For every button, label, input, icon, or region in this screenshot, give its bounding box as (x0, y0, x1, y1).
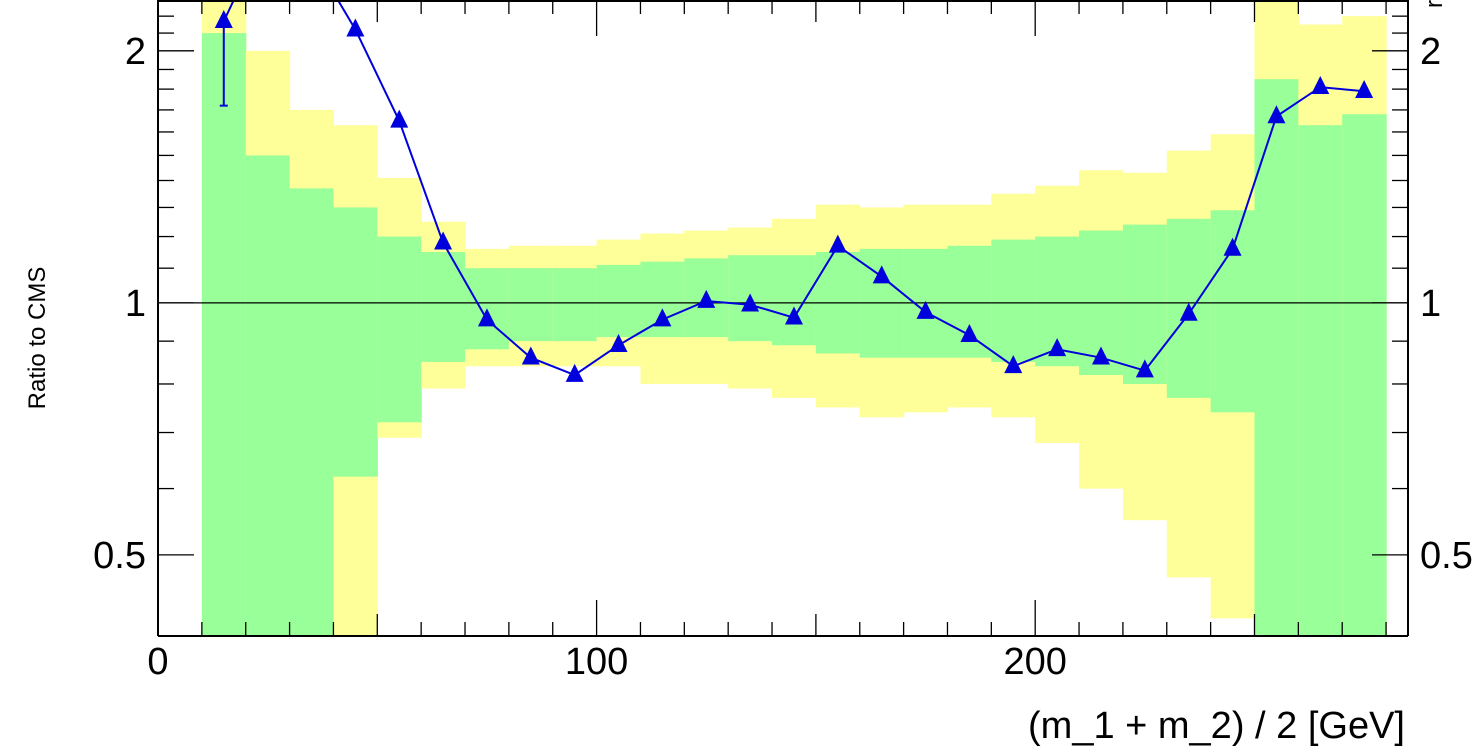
inner-band-bin (245, 155, 291, 636)
inner-band-bin (201, 33, 247, 636)
y-tick-label-left: 1 (125, 283, 146, 325)
data-point-marker (916, 300, 935, 319)
data-point-marker (346, 18, 365, 37)
y-tick-label-left: 0.5 (93, 535, 146, 577)
inner-band-bin (289, 188, 335, 636)
data-point-marker (1004, 355, 1023, 374)
inner-band-bin (552, 268, 598, 342)
data-point-marker (653, 308, 672, 327)
data-point-marker (609, 334, 628, 353)
right-axis-title-fragment: r (1421, 0, 1448, 8)
inner-band-bin (1298, 125, 1343, 636)
data-point-marker (828, 234, 847, 253)
x-axis-title: (m_1 + m_2) / 2 [GeV] (1028, 705, 1405, 747)
plot-frame (157, 0, 1409, 637)
data-point-marker (1179, 302, 1198, 321)
x-tick-label: 0 (147, 641, 168, 683)
x-tick-label: 200 (1003, 641, 1066, 683)
data-point-marker (784, 306, 803, 325)
data-point-marker (214, 9, 233, 28)
y-tick-label-left: 2 (125, 31, 146, 73)
data-point-marker (697, 289, 716, 308)
y-tick-label-right: 1 (1420, 283, 1441, 325)
y-axis-title: Ratio to CMS (24, 267, 51, 410)
inner-band-bin (1342, 114, 1387, 636)
data-point-marker (477, 308, 496, 327)
data-point-marker (434, 231, 453, 250)
data-point-marker (1091, 346, 1110, 365)
y-axis-ticks: 0.5 0.5 1 1 2 2 (93, 15, 1473, 637)
inner-band-bin (596, 264, 642, 338)
inner-band-bin (1254, 79, 1299, 636)
inner-band-bin (377, 236, 422, 423)
data-point-marker (565, 363, 584, 382)
data-point-marker (1355, 79, 1374, 98)
data-point-marker (1223, 237, 1242, 256)
data-point-marker (872, 265, 891, 284)
data-point-marker (1048, 338, 1067, 357)
data-point-marker (521, 346, 540, 365)
data-point-marker (960, 323, 979, 342)
y-tick-label-right: 0.5 (1420, 535, 1473, 577)
inner-band-bin (465, 268, 510, 350)
y-tick-label-right: 2 (1420, 31, 1441, 73)
x-tick-label: 100 (565, 641, 628, 683)
data-point-marker (1135, 359, 1154, 378)
data-point-marker (1311, 75, 1330, 94)
inner-band-bin (772, 255, 817, 346)
data-point-marker (390, 109, 409, 128)
inner-band-bin (508, 268, 554, 342)
uncertainty-bands (201, 0, 1387, 636)
inner-band-bin (1122, 224, 1168, 384)
inner-band-bin (333, 207, 378, 477)
x-axis-ticks: 0 100 200 (147, 0, 1387, 683)
data-point-marker (1267, 105, 1286, 124)
data-series (214, 0, 1374, 382)
inner-band-bin (991, 239, 1036, 362)
data-point-marker (741, 293, 760, 312)
